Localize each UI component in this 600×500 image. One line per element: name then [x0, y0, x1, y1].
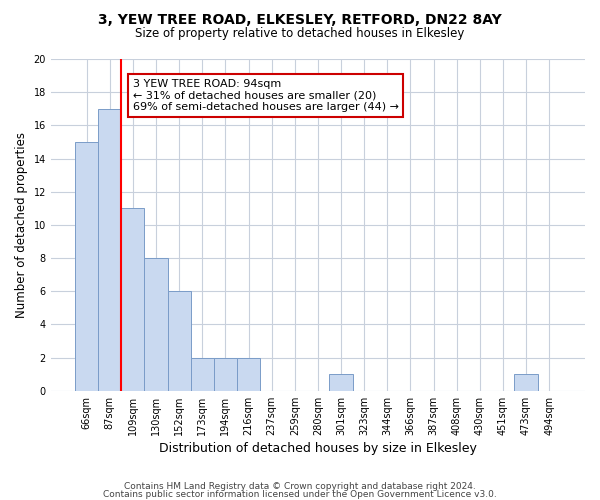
Text: Size of property relative to detached houses in Elkesley: Size of property relative to detached ho… — [136, 28, 464, 40]
Text: 3, YEW TREE ROAD, ELKESLEY, RETFORD, DN22 8AY: 3, YEW TREE ROAD, ELKESLEY, RETFORD, DN2… — [98, 12, 502, 26]
Bar — [145, 258, 167, 391]
Bar — [237, 358, 260, 391]
Bar — [121, 208, 145, 391]
Bar — [167, 292, 191, 391]
Bar — [514, 374, 538, 391]
Bar — [75, 142, 98, 391]
Text: Contains HM Land Registry data © Crown copyright and database right 2024.: Contains HM Land Registry data © Crown c… — [124, 482, 476, 491]
Bar — [214, 358, 237, 391]
Bar — [191, 358, 214, 391]
Bar — [98, 109, 121, 391]
X-axis label: Distribution of detached houses by size in Elkesley: Distribution of detached houses by size … — [159, 442, 477, 455]
Y-axis label: Number of detached properties: Number of detached properties — [15, 132, 28, 318]
Text: 3 YEW TREE ROAD: 94sqm
← 31% of detached houses are smaller (20)
69% of semi-det: 3 YEW TREE ROAD: 94sqm ← 31% of detached… — [133, 79, 399, 112]
Text: Contains public sector information licensed under the Open Government Licence v3: Contains public sector information licen… — [103, 490, 497, 499]
Bar — [329, 374, 353, 391]
